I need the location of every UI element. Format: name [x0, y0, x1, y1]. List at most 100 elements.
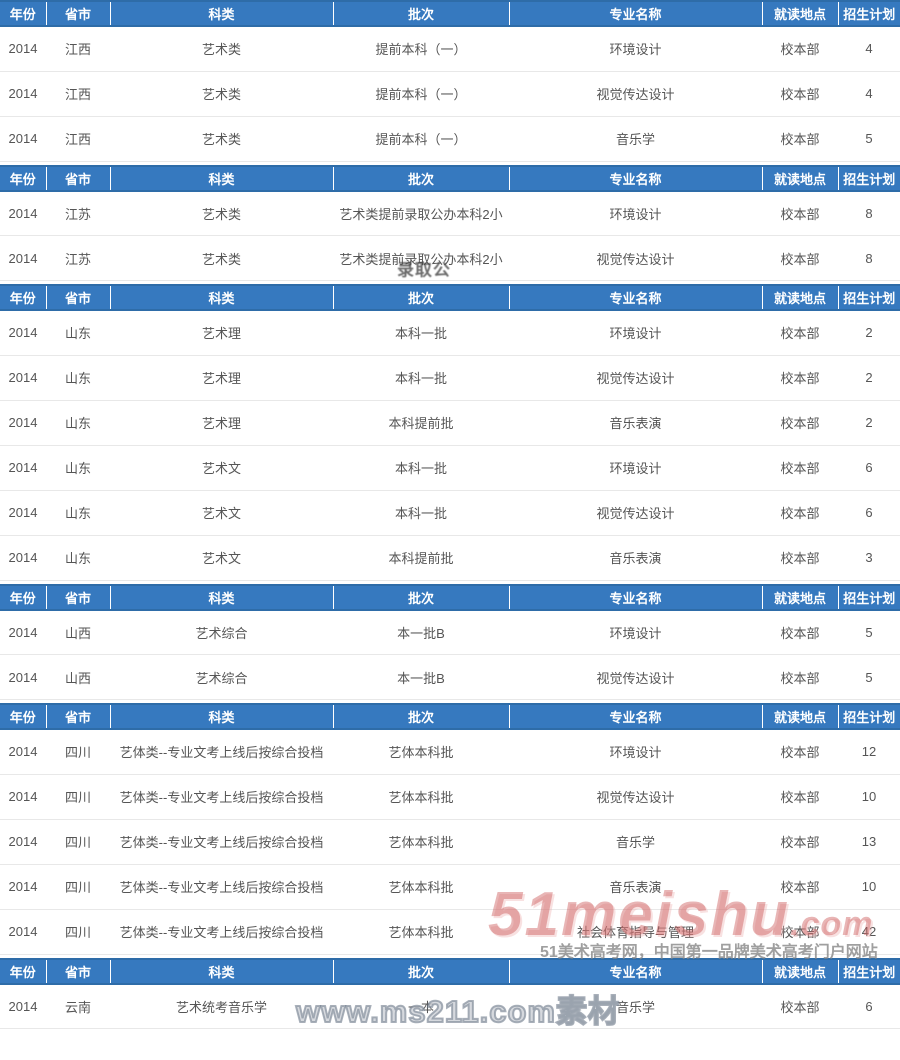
cell-province: 山东 [46, 310, 110, 356]
cell-province: 江苏 [46, 235, 110, 281]
cell-province: 山东 [46, 400, 110, 446]
cell-plan: 3 [838, 535, 900, 581]
cell-province: 山西 [46, 609, 110, 655]
cell-location: 校本部 [762, 729, 838, 775]
table-row: 2014 山东 艺术文 本科提前批 音乐表演 校本部 3 [0, 535, 900, 581]
cell-category: 艺体类--专业文考上线后按综合投档 [110, 774, 333, 820]
column-header-year: 年份 [0, 164, 47, 192]
cell-location: 校本部 [762, 983, 838, 1029]
cell-year: 2014 [0, 774, 46, 820]
table-row: 2014 江西 艺术类 提前本科（一） 视觉传达设计 校本部 4 [0, 71, 900, 117]
cell-year: 2014 [0, 71, 46, 117]
header-row: 年份 省市 科类 批次 专业名称 就读地点 招生计划 [0, 583, 900, 611]
cell-province: 山西 [46, 654, 110, 700]
cell-province: 江西 [46, 116, 110, 162]
cell-batch: 艺体本科批 [333, 909, 509, 955]
cell-major: 视觉传达设计 [509, 71, 762, 117]
cell-category: 艺术类 [110, 116, 333, 162]
cell-category: 艺术类 [110, 235, 333, 281]
cell-location: 校本部 [762, 310, 838, 356]
cell-province: 云南 [46, 983, 110, 1029]
cell-province: 四川 [46, 774, 110, 820]
column-header-batch: 批次 [333, 0, 510, 27]
cell-province: 江西 [46, 71, 110, 117]
cell-plan: 2 [838, 400, 900, 446]
table-row: 2014 山东 艺术文 本科一批 视觉传达设计 校本部 6 [0, 490, 900, 536]
column-header-year: 年份 [0, 0, 47, 27]
table-row: 2014 山东 艺术理 本科提前批 音乐表演 校本部 2 [0, 400, 900, 446]
header-row: 年份 省市 科类 批次 专业名称 就读地点 招生计划 [0, 957, 900, 985]
column-header-category: 科类 [110, 0, 334, 27]
cell-category: 艺体类--专业文考上线后按综合投档 [110, 819, 333, 865]
cell-category: 艺体类--专业文考上线后按综合投档 [110, 909, 333, 955]
cell-batch: 本科一批 [333, 490, 509, 536]
column-header-plan: 招生计划 [838, 703, 900, 730]
table-row: 2014 江西 艺术类 提前本科（一） 音乐学 校本部 5 [0, 116, 900, 162]
cell-plan: 6 [838, 445, 900, 491]
header-row: 年份 省市 科类 批次 专业名称 就读地点 招生计划 [0, 703, 900, 730]
cell-category: 艺术类 [110, 71, 333, 117]
cell-category: 艺术统考音乐学 [110, 983, 333, 1029]
cell-location: 校本部 [762, 355, 838, 401]
table-row: 2014 山东 艺术理 本科一批 环境设计 校本部 2 [0, 310, 900, 356]
cell-year: 2014 [0, 819, 46, 865]
admission-plan-tables: 年份 省市 科类 批次 专业名称 就读地点 招生计划 2014 江西 艺术类 提前本科（一） 环境设计… [0, 0, 900, 1029]
cell-category: 艺术文 [110, 445, 333, 491]
table-row: 2014 四川 艺体类--专业文考上线后按综合投档 艺体本科批 社会体育指导与管理 校本部… [0, 909, 900, 955]
column-header-year: 年份 [0, 703, 47, 730]
cell-major: 音乐学 [509, 819, 762, 865]
cell-province: 四川 [46, 909, 110, 955]
column-header-year: 年份 [0, 583, 47, 611]
column-header-plan: 招生计划 [838, 957, 900, 985]
table-row: 2014 四川 艺体类--专业文考上线后按综合投档 艺体本科批 视觉传达设计 校本部 10 [0, 774, 900, 820]
cell-province: 江西 [46, 26, 110, 72]
cell-location: 校本部 [762, 400, 838, 446]
column-header-category: 科类 [110, 583, 334, 611]
cell-category: 艺术综合 [110, 609, 333, 655]
cell-category: 艺术理 [110, 355, 333, 401]
cell-province: 山东 [46, 490, 110, 536]
cell-batch: 本一批B [333, 609, 509, 655]
cell-plan: 13 [838, 819, 900, 865]
cell-major: 视觉传达设计 [509, 355, 762, 401]
cell-plan: 42 [838, 909, 900, 955]
cell-year: 2014 [0, 729, 46, 775]
cell-plan: 5 [838, 654, 900, 700]
cell-province: 四川 [46, 729, 110, 775]
cell-category: 艺术文 [110, 490, 333, 536]
cell-plan: 2 [838, 355, 900, 401]
admission-table-section-2: 年份 省市 科类 批次 专业名称 就读地点 招生计划 2014 江苏 艺术类 艺术类提前录取公办本科… [0, 164, 900, 281]
cell-year: 2014 [0, 26, 46, 72]
cell-year: 2014 [0, 310, 46, 356]
cell-location: 校本部 [762, 116, 838, 162]
cell-category: 艺术综合 [110, 654, 333, 700]
table-row: 2014 山东 艺术理 本科一批 视觉传达设计 校本部 2 [0, 355, 900, 401]
cell-batch: 艺体本科批 [333, 774, 509, 820]
column-header-location: 就读地点 [762, 703, 839, 730]
cell-plan: 6 [838, 983, 900, 1029]
cell-province: 四川 [46, 819, 110, 865]
header-row: 年份 省市 科类 批次 专业名称 就读地点 招生计划 [0, 164, 900, 192]
cell-batch: 提前本科（一） [333, 71, 509, 117]
column-header-plan: 招生计划 [838, 284, 900, 311]
cell-year: 2014 [0, 190, 46, 236]
cell-batch: 本科一批 [333, 310, 509, 356]
column-header-year: 年份 [0, 284, 47, 311]
cell-location: 校本部 [762, 490, 838, 536]
table-row: 2014 江西 艺术类 提前本科（一） 环境设计 校本部 4 [0, 26, 900, 72]
column-header-province: 省市 [46, 583, 111, 611]
cell-batch: 提前本科（一） [333, 116, 509, 162]
cell-batch: 艺体本科批 [333, 864, 509, 910]
table-row: 2014 江苏 艺术类 艺术类提前录取公办本科2小 视觉传达设计 校本部 8 [0, 235, 900, 281]
cell-major: 环境设计 [509, 729, 762, 775]
admission-table-section-5: 年份 省市 科类 批次 专业名称 就读地点 招生计划 2014 四川 艺体类--专业文考上线后按综… [0, 703, 900, 955]
cell-major: 视觉传达设计 [509, 490, 762, 536]
cell-category: 艺术类 [110, 26, 333, 72]
table-row: 2014 江苏 艺术类 艺术类提前录取公办本科2小 环境设计 校本部 8 [0, 190, 900, 236]
cell-major: 环境设计 [509, 445, 762, 491]
cell-batch: 一本 [333, 983, 509, 1029]
cell-province: 四川 [46, 864, 110, 910]
cell-category: 艺术文 [110, 535, 333, 581]
column-header-plan: 招生计划 [838, 583, 900, 611]
